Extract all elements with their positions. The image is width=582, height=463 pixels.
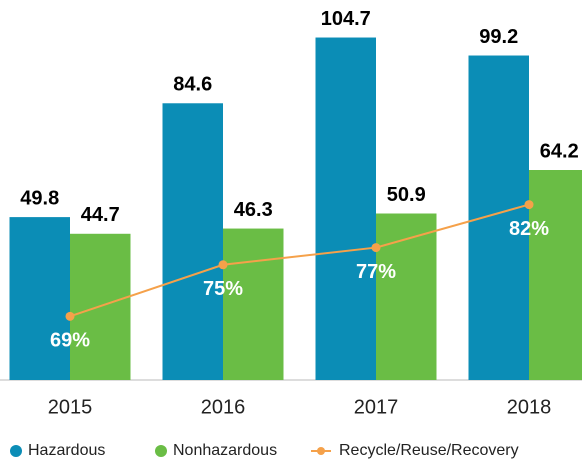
legend-marker xyxy=(10,445,22,457)
legend-label: Recycle/Reuse/Recovery xyxy=(339,442,519,459)
bar xyxy=(315,37,376,380)
data-label: 44.7 xyxy=(81,204,120,226)
data-label: 84.6 xyxy=(173,74,212,96)
data-label: 50.9 xyxy=(387,184,426,206)
data-label: 69% xyxy=(50,330,90,352)
line xyxy=(69,203,530,318)
data-label: 99.2 xyxy=(479,26,518,48)
data-label: 77% xyxy=(356,261,396,283)
data-label: 49.8 xyxy=(20,187,59,209)
x-tick-label: 2017 xyxy=(354,396,399,418)
bar xyxy=(223,228,284,380)
x-tick-label: 2018 xyxy=(507,396,552,418)
legend-marker xyxy=(155,445,167,457)
line-point xyxy=(218,260,228,270)
line-point xyxy=(524,200,534,210)
bar xyxy=(376,213,437,380)
data-label: 104.7 xyxy=(321,8,371,30)
bar xyxy=(9,217,70,380)
data-label: 75% xyxy=(203,278,243,300)
legend-label: Hazardous xyxy=(28,442,105,459)
x-tick-label: 2016 xyxy=(201,396,246,418)
legend-label: Nonhazardous xyxy=(173,442,277,459)
data-label: 46.3 xyxy=(234,199,273,221)
data-label: 82% xyxy=(509,218,549,240)
bar xyxy=(162,103,223,380)
bar xyxy=(529,170,582,380)
line-point xyxy=(371,243,381,253)
legend-marker xyxy=(317,447,325,455)
x-tick-label: 2015 xyxy=(48,396,93,418)
line-point xyxy=(65,311,75,321)
data-label: 64.2 xyxy=(540,140,579,162)
